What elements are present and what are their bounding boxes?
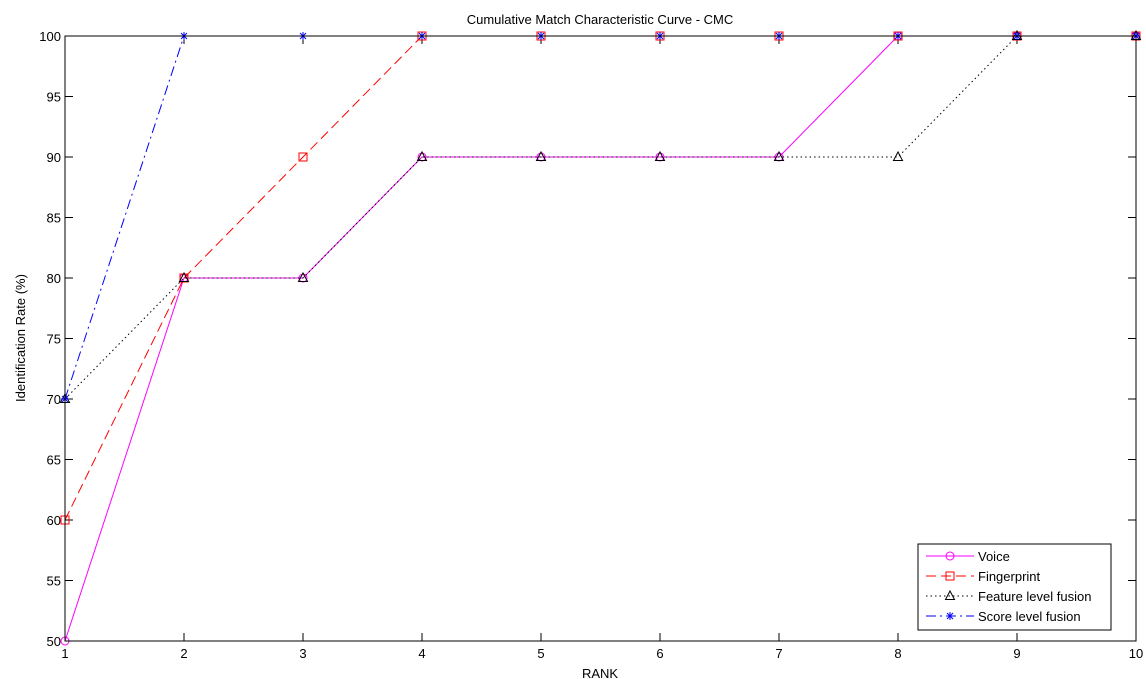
data-point-feature-level-fusion (892, 150, 904, 161)
legend-marker-feature-level-fusion (944, 589, 956, 600)
legend-label-fingerprint: Fingerprint (978, 569, 1041, 584)
y-tick-label: 80 (47, 271, 61, 286)
legend-label-feature-level-fusion: Feature level fusion (978, 589, 1091, 604)
y-tick-label: 65 (47, 453, 61, 468)
y-tick-label: 70 (47, 392, 61, 407)
plot-frame (64, 35, 1137, 642)
x-tick-label: 1 (61, 646, 68, 661)
x-tick-label: 9 (1013, 646, 1020, 661)
legend-marker-score-level-fusion (946, 612, 954, 620)
y-axis-label: Identification Rate (%) (13, 274, 28, 402)
y-tick-label: 95 (47, 90, 61, 105)
y-tick-label: 55 (47, 574, 61, 589)
y-tick-label: 90 (47, 150, 61, 165)
x-axis-label: RANK (582, 666, 618, 679)
chart-title: Cumulative Match Characteristic Curve - … (467, 12, 734, 27)
data-point-feature-level-fusion (178, 271, 190, 282)
data-point-feature-level-fusion (297, 271, 309, 282)
y-tick-label: 100 (39, 29, 61, 44)
legend-marker-fingerprint (945, 571, 955, 581)
series-feature-level-fusion (59, 29, 1142, 403)
y-tick-label: 85 (47, 211, 61, 226)
data-point-feature-level-fusion (535, 150, 547, 161)
legend-marker-score-level-fusion-stroke (946, 612, 954, 620)
data-point-feature-level-fusion (416, 150, 428, 161)
x-tick-label: 10 (1129, 646, 1143, 661)
data-point-fingerprint (298, 152, 308, 162)
legend-marker-voice (945, 551, 955, 561)
data-point-feature-level-fusion (773, 150, 785, 161)
legend-item-feature-level-fusion: Feature level fusion (926, 589, 1091, 604)
x-tick-label: 5 (537, 646, 544, 661)
x-tick-label: 8 (894, 646, 901, 661)
y-tick-label: 60 (47, 513, 61, 528)
legend: Voice Fingerprint Feature level fusion Scor… (917, 543, 1112, 631)
legend-item-score-level-fusion: Score level fusion (926, 609, 1081, 624)
legend-item-voice: Voice (926, 549, 1010, 564)
plot-area (65, 36, 1136, 641)
x-tick-label: 4 (418, 646, 425, 661)
x-tick-label: 3 (299, 646, 306, 661)
x-tick-label: 6 (656, 646, 663, 661)
legend-item-fingerprint: Fingerprint (926, 569, 1041, 584)
x-tick-label: 7 (775, 646, 782, 661)
y-tick-label: 75 (47, 332, 61, 347)
y-tick-label: 50 (47, 634, 61, 649)
legend-label-voice: Voice (978, 549, 1010, 564)
data-point-feature-level-fusion (654, 150, 666, 161)
x-tick-label: 2 (180, 646, 187, 661)
legend-label-score-level-fusion: Score level fusion (978, 609, 1081, 624)
